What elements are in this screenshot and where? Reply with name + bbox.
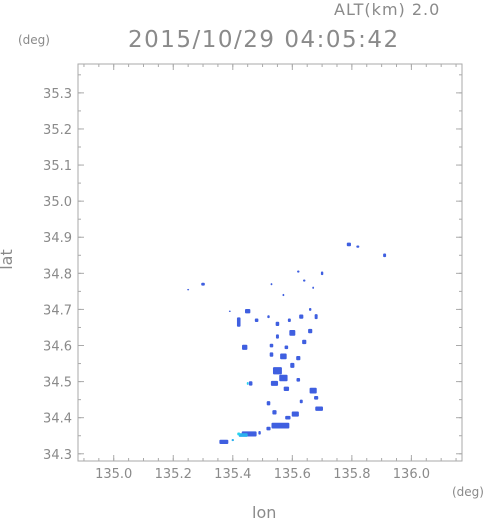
y-tick-label: 34.8 xyxy=(43,267,72,282)
altitude-label: ALT(km) 2.0 xyxy=(334,0,441,19)
y-tick-label: 34.3 xyxy=(43,448,72,463)
echo-point xyxy=(272,410,277,415)
echo-point xyxy=(275,334,279,339)
echo-point xyxy=(296,355,301,361)
y-tick-label: 34.5 xyxy=(43,376,72,391)
echo-point xyxy=(231,438,234,442)
y-tick-label: 34.4 xyxy=(43,412,72,427)
echo-point xyxy=(187,288,190,291)
echo-point xyxy=(271,422,290,429)
echo-point xyxy=(291,411,299,417)
echo-point xyxy=(275,321,280,327)
echo-point xyxy=(282,293,285,297)
echo-point xyxy=(296,377,301,382)
echo-point xyxy=(314,314,318,320)
echo-point xyxy=(267,315,270,319)
echo-point xyxy=(320,271,324,276)
x-tick-label: 135.0 xyxy=(95,467,132,482)
echo-point xyxy=(270,283,273,286)
echo-point xyxy=(315,406,323,411)
echo-point xyxy=(269,343,274,348)
echo-point xyxy=(302,339,307,345)
echo-point xyxy=(266,401,271,406)
y-tick-label: 35.0 xyxy=(43,195,72,210)
chart-title: 2015/10/29 04:05:42 xyxy=(128,27,400,53)
x-tick-label: 136.0 xyxy=(393,467,430,482)
y-tick-label: 34.7 xyxy=(43,303,72,318)
echo-point xyxy=(356,245,360,248)
echo-point xyxy=(266,426,271,431)
echo-point xyxy=(236,317,241,327)
echo-point xyxy=(219,439,229,445)
echo-marks xyxy=(187,242,387,445)
echo-point xyxy=(246,381,249,385)
echo-point xyxy=(303,279,306,282)
echo-point xyxy=(290,362,295,368)
x-tick-label: 135.4 xyxy=(214,467,251,482)
echo-point xyxy=(228,310,231,313)
echo-point xyxy=(242,344,248,350)
echo-point xyxy=(244,309,251,314)
echo-point xyxy=(383,253,387,258)
y-tick-label: 34.9 xyxy=(43,231,72,246)
echo-point xyxy=(297,270,300,273)
echo-point xyxy=(312,286,315,289)
echo-point xyxy=(201,282,205,286)
x-tick-label: 135.6 xyxy=(274,467,311,482)
echo-point xyxy=(279,374,288,382)
y-tick-label: 35.1 xyxy=(43,159,72,174)
x-tick-label: 135.2 xyxy=(155,467,192,482)
echo-point xyxy=(287,318,291,323)
echo-point xyxy=(299,399,303,404)
echo-point xyxy=(346,242,351,247)
echo-point xyxy=(269,352,274,357)
echo-point xyxy=(258,431,261,435)
y-axis-ticks: 34.3 34.4 34.5 34.6 34.7 34.8 34.9 35.0 35.1 35.2… xyxy=(43,74,462,463)
echo-point xyxy=(254,318,259,323)
echo-point xyxy=(237,432,241,436)
echo-point xyxy=(289,329,296,336)
y-unit-label: (deg) xyxy=(18,33,50,47)
echo-point xyxy=(272,367,282,375)
echo-point xyxy=(308,328,313,334)
plot-frame xyxy=(77,63,463,462)
echo-point xyxy=(308,307,312,311)
echo-point xyxy=(299,314,304,319)
echo-point xyxy=(314,396,319,400)
y-tick-label: 35.3 xyxy=(43,87,72,102)
echo-point xyxy=(284,345,289,350)
x-axis-ticks: 135.0 135.2 135.4 135.6 135.8 136.0 xyxy=(83,64,457,482)
echo-point xyxy=(309,387,317,394)
echo-point xyxy=(280,353,287,360)
x-axis-label: lon xyxy=(252,503,277,522)
echo-point xyxy=(270,380,279,386)
y-tick-label: 34.6 xyxy=(43,340,72,355)
x-tick-label: 135.8 xyxy=(333,467,370,482)
echo-point xyxy=(248,381,253,386)
echo-point xyxy=(285,415,291,420)
y-tick-label: 35.2 xyxy=(43,123,72,138)
x-unit-label: (deg) xyxy=(452,485,484,499)
echo-point xyxy=(283,386,290,391)
echo-point xyxy=(238,433,248,437)
